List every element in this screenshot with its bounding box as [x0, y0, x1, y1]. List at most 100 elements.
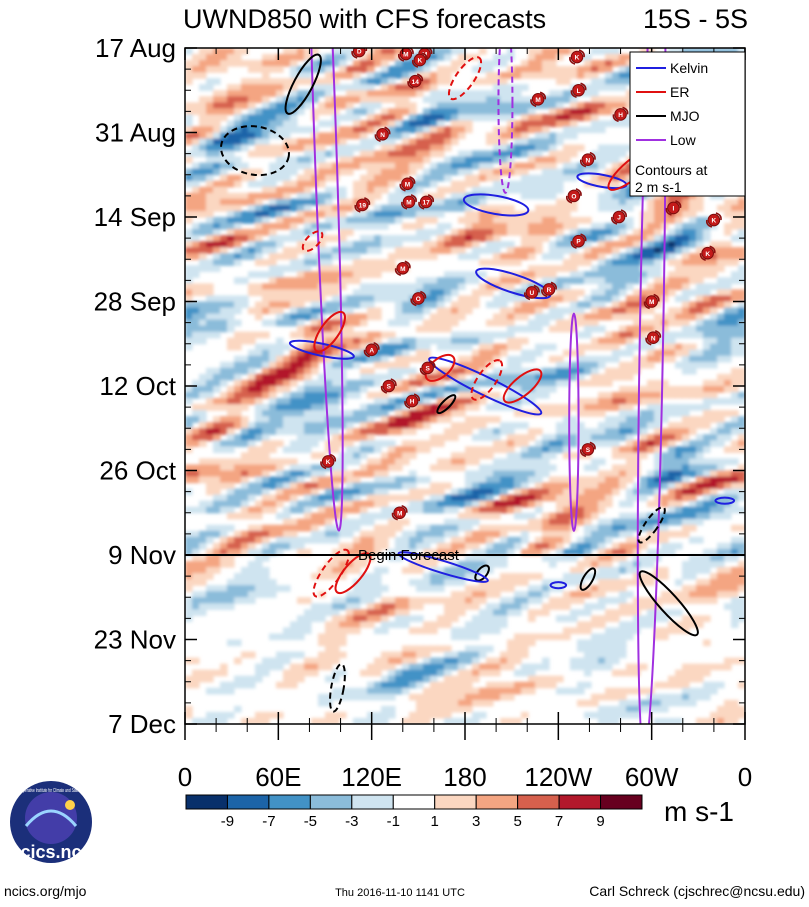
heatmap-cell [185, 102, 193, 109]
heatmap-cell [234, 295, 242, 303]
heatmap-cell [563, 217, 571, 224]
heatmap-cell [220, 404, 228, 411]
heatmap-cell [661, 500, 669, 508]
heatmap-cell [542, 530, 550, 538]
heatmap-cell [549, 174, 557, 182]
heatmap-cell [234, 217, 242, 224]
heatmap-cell [262, 72, 270, 79]
heatmap-cell [612, 144, 620, 152]
heatmap-cell [493, 150, 501, 158]
heatmap-cell [206, 488, 214, 496]
heatmap-cell [234, 210, 242, 218]
heatmap-cell [500, 96, 508, 103]
heatmap-cell [514, 186, 522, 194]
heatmap-cell [402, 247, 410, 254]
heatmap-cell [423, 295, 431, 303]
heatmap-cell [262, 386, 270, 393]
heatmap-cell [528, 518, 536, 526]
heatmap-cell [521, 536, 529, 544]
heatmap-cell [283, 422, 291, 429]
heatmap-cell [311, 524, 319, 532]
heatmap-cell [388, 512, 396, 520]
heatmap-cell [563, 319, 571, 327]
heatmap-cell [479, 476, 487, 484]
heatmap-cell [227, 476, 235, 484]
heatmap-cell [262, 446, 270, 453]
heatmap-cell [507, 337, 515, 345]
heatmap-cell [360, 132, 368, 140]
heatmap-cell [192, 132, 200, 140]
heatmap-cell [472, 500, 480, 508]
heatmap-cell [297, 410, 305, 417]
heatmap-cell [297, 476, 305, 484]
heatmap-cell [612, 253, 620, 260]
heatmap-cell [465, 241, 473, 248]
heatmap-cell [654, 428, 662, 435]
heatmap-cell [731, 253, 739, 260]
heatmap-cell [423, 66, 431, 73]
heatmap-cell [304, 265, 312, 272]
heatmap-cell [332, 174, 340, 182]
heatmap-cell [472, 349, 480, 357]
heatmap-cell [353, 108, 361, 115]
heatmap-cell [206, 373, 214, 381]
heatmap-cell [269, 361, 277, 369]
heatmap-cell [290, 90, 298, 97]
heatmap-cell [248, 114, 256, 122]
heatmap-cell [612, 373, 620, 381]
heatmap-cell [458, 373, 466, 381]
heatmap-cell [465, 506, 473, 514]
heatmap-cell [528, 66, 536, 73]
heatmap-cell [304, 506, 312, 514]
heatmap-cell [444, 54, 452, 61]
heatmap-cell [423, 392, 431, 399]
heatmap-cell [325, 289, 333, 297]
heatmap-cell [437, 506, 445, 514]
heatmap-cell [381, 96, 389, 103]
heatmap-cell [458, 313, 466, 321]
heatmap-cell [493, 476, 501, 484]
heatmap-cell [605, 289, 613, 297]
heatmap-cell [500, 428, 508, 435]
heatmap-cell [332, 54, 340, 61]
heatmap-cell [647, 416, 655, 423]
heatmap-cell [304, 295, 312, 303]
heatmap-cell [542, 144, 550, 152]
heatmap-cell [619, 78, 627, 85]
heatmap-cell [360, 337, 368, 345]
heatmap-cell [437, 319, 445, 327]
heatmap-cell [577, 144, 585, 152]
heatmap-cell [374, 476, 382, 484]
heatmap-cell [472, 404, 480, 411]
heatmap-cell [220, 301, 228, 309]
heatmap-cell [437, 108, 445, 115]
heatmap-cell [458, 90, 466, 97]
heatmap-cell [374, 102, 382, 109]
heatmap-cell [549, 379, 557, 387]
heatmap-cell [472, 518, 480, 526]
heatmap-cell [507, 271, 515, 278]
heatmap-cell [430, 126, 438, 134]
heatmap-cell [367, 458, 375, 466]
heatmap-cell [262, 506, 270, 514]
heatmap-cell [248, 524, 256, 532]
heatmap-cell [304, 229, 312, 236]
heatmap-cell [472, 229, 480, 236]
heatmap-cell [528, 301, 536, 309]
heatmap-cell [409, 120, 417, 128]
heatmap-cell [451, 198, 459, 206]
heatmap-cell [213, 379, 221, 387]
heatmap-cell [227, 337, 235, 345]
heatmap-cell [381, 392, 389, 399]
heatmap-cell [360, 428, 368, 435]
heatmap-cell [570, 416, 578, 423]
heatmap-cell [220, 96, 228, 103]
heatmap-cell [521, 434, 529, 441]
heatmap-cell [549, 536, 557, 544]
heatmap-cell [269, 180, 277, 188]
heatmap-cell [395, 156, 403, 164]
heatmap-cell [311, 500, 319, 508]
heatmap-cell [283, 361, 291, 369]
heatmap-cell [374, 180, 382, 188]
heatmap-cell [542, 343, 550, 351]
